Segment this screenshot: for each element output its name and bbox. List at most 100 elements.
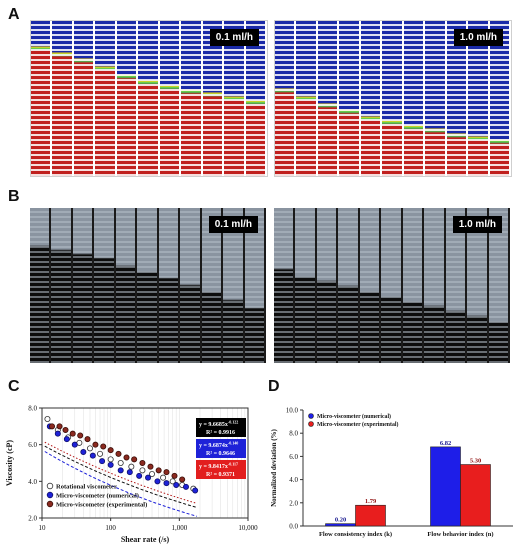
- channel-column: [158, 208, 179, 363]
- fit-r-squared: R² = 0.9371: [206, 472, 235, 478]
- data-point: [62, 427, 69, 434]
- fit-r-squared: R² = 0.9646: [206, 451, 235, 457]
- data-point: [117, 467, 124, 474]
- channel-column: [138, 21, 158, 176]
- data-point: [69, 430, 76, 437]
- y-tick-label: 8.0: [289, 430, 298, 438]
- channel-column: [31, 21, 51, 176]
- channel-column: [317, 21, 338, 176]
- data-point: [49, 423, 56, 430]
- data-point: [115, 450, 122, 457]
- bar-value-label: 0.20: [335, 517, 346, 524]
- channel-column: [382, 21, 402, 176]
- channel-column: [402, 208, 423, 363]
- channel-column: [381, 208, 401, 363]
- data-point: [169, 478, 176, 485]
- channel-column: [275, 21, 295, 176]
- channel-column: [467, 208, 487, 363]
- flow-rate-label: 0.1 ml/h: [208, 216, 258, 233]
- channel-column: [72, 208, 93, 363]
- fit-equation: y = 9.6874x-0.140: [199, 441, 238, 450]
- data-point: [107, 461, 114, 468]
- channel-column: [339, 21, 359, 176]
- viscosity-chart: 10 100 1,000 10,000 2.0 4.0 6.0 8.0 Shear rate (…: [5, 405, 258, 545]
- channel-column: [115, 208, 136, 363]
- channel-column: [244, 208, 264, 363]
- channel-column: [245, 21, 265, 176]
- channel-column: [94, 208, 114, 363]
- y-tick-label: 2.0: [289, 499, 298, 507]
- data-point: [171, 472, 178, 479]
- fit-box: [196, 439, 246, 458]
- channel-column: [359, 208, 380, 363]
- fit-exponent: -0.140: [228, 441, 238, 446]
- data-point: [77, 432, 84, 439]
- data-point: [63, 436, 70, 443]
- y-axis-label: Viscosity (cP): [5, 440, 14, 486]
- data-point: [99, 458, 106, 465]
- channel-column: [296, 21, 316, 176]
- flow-rate-label: 0.1 ml/h: [209, 29, 259, 46]
- flow-rate-label: 1.0 ml/h: [453, 29, 503, 46]
- legend-marker: [46, 491, 54, 499]
- panel-letter-b: B: [8, 188, 20, 205]
- panel-letter-c: C: [8, 378, 20, 395]
- x-tick-label: 10: [39, 524, 47, 532]
- fit-exponent: -0.117: [228, 462, 238, 467]
- fit-box: [196, 460, 246, 479]
- channel-column: [202, 21, 223, 176]
- fit-exponent: -0.122: [228, 420, 238, 425]
- data-point: [145, 474, 152, 481]
- bar-value-label: 1.79: [365, 498, 377, 505]
- panel-letter-a: A: [8, 6, 20, 23]
- legend-marker: [46, 500, 54, 508]
- legend-marker: [308, 413, 314, 419]
- data-point: [163, 469, 170, 476]
- data-point: [71, 441, 78, 448]
- bar: [430, 446, 461, 527]
- x-tick-label: 10,000: [238, 524, 258, 532]
- data-point: [126, 469, 133, 476]
- channel-column: [30, 208, 50, 363]
- data-point: [131, 456, 138, 463]
- data-point: [92, 441, 99, 448]
- data-point: [136, 472, 143, 479]
- bar: [460, 464, 491, 527]
- data-point: [149, 471, 156, 478]
- trend-line: [44, 445, 198, 508]
- channel-column: [51, 208, 71, 363]
- channel-column: [425, 21, 445, 176]
- y-tick-label: 6.0: [289, 453, 298, 461]
- legend-label: Rotational viscometer: [56, 484, 117, 491]
- y-axis-label: Normalized deviation (%): [270, 428, 278, 506]
- experimental-image-fast: 1.0 ml/h: [274, 208, 510, 363]
- data-point: [154, 478, 161, 485]
- experimental-image-slow: 0.1 ml/h: [30, 208, 266, 363]
- bar: [355, 504, 386, 527]
- y-tick-label: 10.0: [286, 407, 299, 415]
- channel-column: [180, 208, 200, 363]
- channel-column: [403, 21, 424, 176]
- channel-column: [224, 21, 244, 176]
- data-point: [123, 454, 130, 461]
- data-point: [139, 467, 146, 474]
- data-point: [147, 463, 154, 470]
- legend-marker: [46, 482, 54, 490]
- legend-label: Micro-viscometer (experimental): [56, 502, 147, 509]
- panel-letter-d: D: [268, 378, 280, 395]
- y-tick-label: 4.0: [289, 476, 298, 484]
- y-tick-label: 2.0: [28, 515, 37, 523]
- channel-column: [424, 208, 444, 363]
- fit-r-squared: R² = 0.9916: [206, 430, 235, 436]
- channel-column: [316, 208, 337, 363]
- channel-column: [73, 21, 94, 176]
- y-tick-label: 0.0: [289, 523, 298, 531]
- category-label: Flow behavior index (n): [427, 531, 493, 538]
- data-point: [117, 460, 124, 467]
- flow-rate-label: 1.0 ml/h: [452, 216, 502, 233]
- data-point: [139, 460, 146, 467]
- x-tick-label: 100: [105, 524, 116, 532]
- data-point: [182, 483, 189, 490]
- channel-column: [468, 21, 488, 176]
- channel-column: [137, 208, 157, 363]
